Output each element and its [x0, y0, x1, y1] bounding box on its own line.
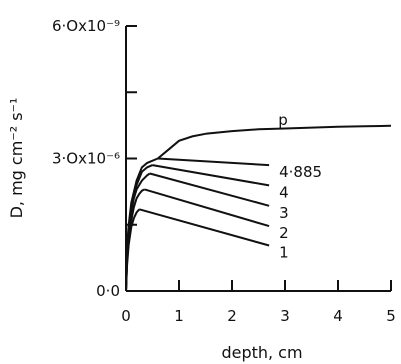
- series-p-1: [125, 208, 270, 292]
- x-tick-label: 5: [386, 307, 396, 325]
- x-tick-label: 0: [121, 307, 131, 325]
- series-p-4-885: [125, 132, 270, 292]
- y-tick-label: 3·Ox10⁻⁶: [52, 150, 120, 168]
- series-rise-p-4-885: [125, 157, 159, 292]
- y-tick-label: 0·0: [96, 282, 120, 300]
- series-tail-p-4-885: [157, 157, 270, 167]
- x-tick-label: 4: [333, 307, 343, 325]
- y-axis-label: D, mg cm⁻² s⁻¹: [7, 98, 26, 219]
- x-tick-label: 1: [174, 307, 184, 325]
- legend-title: p: [278, 111, 288, 129]
- series-label-p-2: 2: [279, 224, 289, 242]
- series-line-p-4: [152, 164, 270, 187]
- envelope-curve: [205, 124, 392, 135]
- series-label-p-1: 1: [279, 244, 289, 262]
- x-tick-label: 2: [227, 307, 237, 325]
- series-label-p-4-885: 4·885: [279, 163, 322, 181]
- series-line-p-4-885: [157, 132, 206, 160]
- labels-layer: 0 1 2 3 4 5 0·0 3·Ox10⁻⁶ 6·Ox10⁻⁹ 1 2 3 4 4·885: [52, 17, 396, 325]
- series-line-p-3: [149, 172, 270, 207]
- axes: [125, 25, 392, 292]
- series-p-4: [125, 164, 270, 292]
- series-layer: [125, 124, 392, 292]
- series-label-p-3: 3: [279, 204, 289, 222]
- series-line-p-2: [144, 188, 270, 228]
- x-tick-label: 3: [280, 307, 290, 325]
- x-axis-label: depth, cm: [221, 343, 302, 362]
- y-tick-label: 6·Ox10⁻⁹: [52, 17, 120, 35]
- series-line-p-1: [139, 208, 270, 247]
- series-label-p-4: 4: [279, 183, 289, 201]
- series-rise-p-3: [125, 172, 151, 292]
